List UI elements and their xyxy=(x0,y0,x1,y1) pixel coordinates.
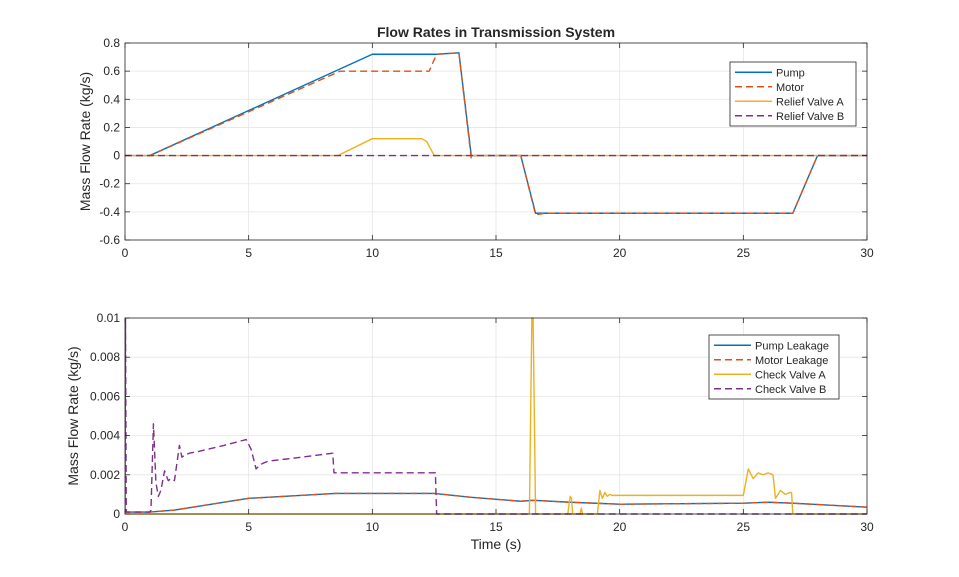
y-tick-label: 0.008 xyxy=(90,350,120,364)
legend-entry: Motor Leakage xyxy=(755,355,828,367)
y-tick-label: 0.004 xyxy=(90,429,120,443)
x-tick-label: 0 xyxy=(122,246,129,260)
x-tick-label: 25 xyxy=(737,246,751,260)
legend-entry: Check Valve A xyxy=(755,369,826,381)
bottom-chart: 0 5 10 15 20 25 30 0 0.002 0.004 0.006 0.008 0.01 Ma… xyxy=(65,311,874,552)
x-tick-label: 5 xyxy=(245,520,252,534)
top-series xyxy=(125,52,867,216)
series-line-check-valve-a xyxy=(125,317,867,515)
legend-entry: Pump xyxy=(776,67,805,79)
y-tick-label: 0 xyxy=(113,507,120,521)
y-tick-label: 0.8 xyxy=(103,36,120,50)
x-tick-label: 0 xyxy=(122,520,129,534)
top-chart-title: Flow Rates in Transmission System xyxy=(377,24,615,40)
y-tick-label: -0.2 xyxy=(99,177,120,191)
series-line-motor xyxy=(125,52,867,216)
bottom-x-axis-label: Time (s) xyxy=(471,536,522,552)
x-tick-label: 15 xyxy=(489,520,503,534)
x-tick-label: 30 xyxy=(860,246,874,260)
bottom-legend: Pump Leakage Motor Leakage Check Valve A Ch… xyxy=(708,334,840,400)
legend-entry: Pump Leakage xyxy=(755,340,829,352)
y-tick-label: -0.6 xyxy=(99,233,120,247)
x-tick-label: 5 xyxy=(245,246,252,260)
legend-entry: Check Valve B xyxy=(755,384,826,396)
y-tick-label: 0.2 xyxy=(103,120,120,134)
y-tick-label: 0.01 xyxy=(97,311,121,325)
y-tick-label: 0.006 xyxy=(90,389,120,403)
bottom-ticks: 0 5 10 15 20 25 30 0 0.002 0.004 0.006 0.008 0.01 xyxy=(90,311,874,534)
legend-entry: Relief Valve B xyxy=(776,111,844,123)
legend-entry: Relief Valve A xyxy=(776,96,844,108)
x-tick-label: 20 xyxy=(613,520,627,534)
y-tick-label: 0.6 xyxy=(103,64,120,78)
x-tick-label: 20 xyxy=(613,246,627,260)
x-tick-label: 10 xyxy=(366,246,380,260)
y-tick-label: 0.4 xyxy=(103,92,120,106)
x-tick-label: 10 xyxy=(366,520,380,534)
x-tick-label: 15 xyxy=(489,246,503,260)
top-ticks: 0 5 10 15 20 25 30 -0.6 -0.4 -0.2 0 0.2 0.4 0.6 0.8 xyxy=(99,36,874,260)
top-chart: 0 5 10 15 20 25 30 -0.6 -0.4 -0.2 0 0.2 0.4 0.6 0.8 Fl… xyxy=(77,24,874,260)
y-tick-label: 0 xyxy=(113,149,120,163)
legend-entry: Motor xyxy=(776,82,804,94)
top-y-axis-label: Mass Flow Rate (kg/s) xyxy=(77,72,93,211)
y-tick-label: 0.002 xyxy=(90,468,120,482)
y-tick-label: -0.4 xyxy=(99,205,120,219)
series-line-motor-leakage xyxy=(125,492,867,513)
bottom-y-axis-label: Mass Flow Rate (kg/s) xyxy=(65,346,81,485)
top-legend: Pump Motor Relief Valve A Relief Valve B xyxy=(729,61,857,127)
x-tick-label: 25 xyxy=(737,520,751,534)
x-tick-label: 30 xyxy=(860,520,874,534)
bottom-series xyxy=(125,317,867,515)
series-line-check-valve-b xyxy=(125,317,867,515)
